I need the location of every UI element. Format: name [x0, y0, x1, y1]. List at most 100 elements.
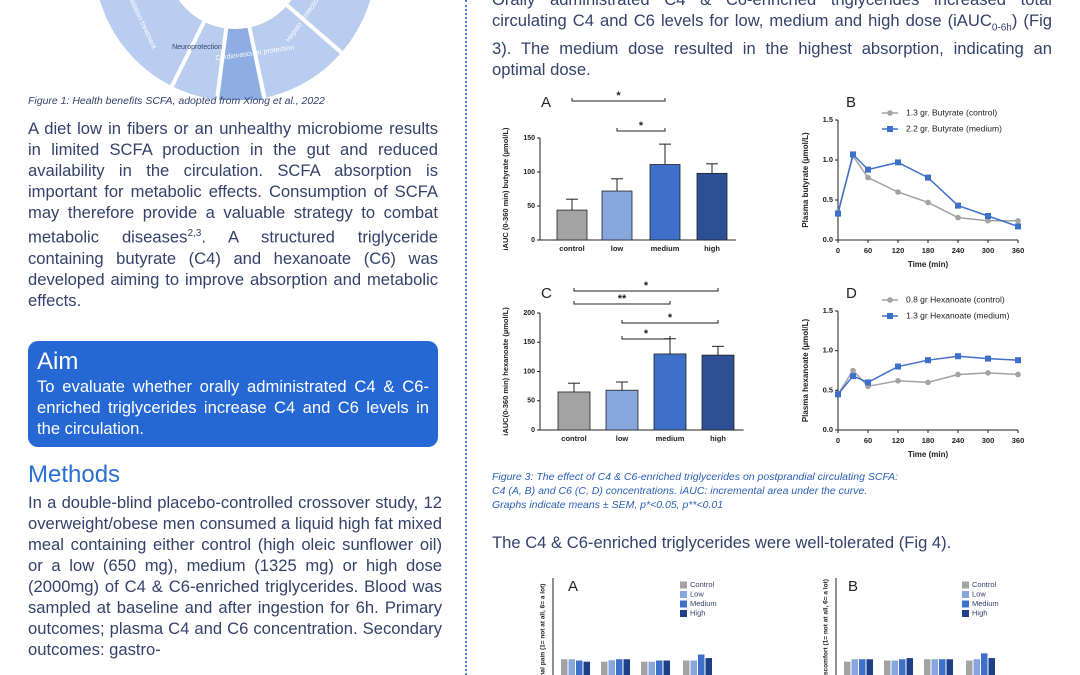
- marker: [835, 209, 841, 215]
- legend-marker: [887, 126, 893, 132]
- legend-label: High: [690, 608, 705, 617]
- legend-label: 0.8 gr Hexanoate (control): [906, 294, 1005, 304]
- significance-bracket: [616, 128, 666, 132]
- bar: [844, 661, 851, 675]
- x-tick-label: medium: [656, 434, 685, 443]
- bar: [616, 659, 623, 675]
- x-tick-label: low: [611, 244, 624, 253]
- x-tick-label: 120: [892, 436, 905, 445]
- marker: [835, 391, 841, 398]
- x-tick-label: 240: [952, 436, 965, 445]
- marker: [895, 363, 901, 370]
- significance-bracket: [621, 336, 671, 340]
- y-axis-label: iAUC (0-360 min) butyrate (µmol/L): [501, 127, 510, 251]
- marker: [865, 383, 871, 390]
- marker: [925, 174, 931, 181]
- bar: [966, 660, 973, 675]
- y-tick-label: 150: [523, 135, 535, 142]
- panel-label: B: [846, 94, 856, 111]
- legend-marker: [887, 313, 893, 319]
- series-line: [837, 154, 1018, 222]
- marker: [985, 370, 991, 376]
- marker: [955, 371, 961, 378]
- marker: [865, 166, 871, 173]
- marker: [865, 379, 871, 386]
- marker: [895, 159, 901, 166]
- bar: [939, 659, 946, 675]
- x-tick-label: 360: [1012, 436, 1025, 445]
- bar: [623, 659, 630, 675]
- marker: [985, 213, 991, 219]
- significance-label: *: [644, 328, 649, 340]
- bar: [641, 661, 648, 675]
- legend-swatch: [962, 610, 969, 617]
- panel-label: A: [568, 578, 578, 595]
- marker: [1015, 357, 1021, 364]
- bar: [557, 391, 591, 431]
- bar: [891, 660, 898, 675]
- panel-label: C: [541, 285, 552, 302]
- text: Orally administrated C4 & C6-enriched tr…: [492, 0, 1052, 30]
- intro-text: A diet low in fibers or an unhealthy mic…: [28, 118, 438, 311]
- marker: [1015, 371, 1021, 378]
- bar: [561, 659, 568, 675]
- bar: [656, 660, 663, 675]
- significance-bracket: [573, 301, 671, 305]
- bar: [605, 389, 639, 431]
- x-tick-label: high: [710, 434, 726, 443]
- bar: [608, 660, 615, 675]
- bar: [568, 659, 575, 675]
- x-tick-label: medium: [651, 244, 680, 253]
- legend-label: Low: [690, 589, 704, 598]
- y-axis-label: discomfort (1= not at all, 6= a lot): [823, 579, 830, 675]
- legend-swatch: [680, 591, 687, 598]
- y-tick-label: 0: [531, 427, 535, 434]
- superscript: 2,3: [187, 228, 202, 239]
- x-axis-label: Time (min): [908, 260, 949, 269]
- x-tick-label: 0: [836, 246, 840, 255]
- x-tick-label: 120: [892, 246, 905, 255]
- significance-label: *: [644, 280, 649, 292]
- y-tick-label: 0.0: [823, 235, 833, 244]
- x-axis-label: Time (min): [908, 450, 949, 459]
- aim-text: To evaluate whether orally administrated…: [37, 377, 429, 438]
- bar: [924, 659, 931, 675]
- bar: [683, 660, 690, 675]
- x-tick-label: 360: [1012, 246, 1025, 255]
- figure1-diagram: onsolidation treatment Neuroprotection C…: [99, 0, 371, 100]
- panel-label: B: [848, 578, 858, 595]
- marker: [955, 202, 961, 209]
- significance-label: *: [616, 90, 621, 102]
- x-tick-label: low: [616, 434, 629, 443]
- x-tick-label: 180: [922, 246, 935, 255]
- y-tick-label: 1.0: [823, 346, 833, 355]
- panel-label: A: [541, 94, 551, 111]
- marker: [835, 210, 841, 217]
- legend-label: 1.3 gr. Butyrate (control): [906, 107, 997, 117]
- bar: [884, 660, 891, 675]
- marker: [850, 373, 856, 380]
- divider: [465, 0, 467, 675]
- legend-label: 1.3 gr Hexanoate (medium): [906, 310, 1010, 320]
- series-line: [837, 369, 1019, 395]
- marker: [895, 378, 901, 384]
- bar: [973, 659, 980, 675]
- y-tick-label: 0: [531, 237, 535, 244]
- marker: [925, 379, 931, 386]
- legend-swatch: [962, 600, 969, 608]
- series-line: [837, 355, 1019, 395]
- legend-marker: [887, 297, 893, 303]
- marker: [955, 353, 961, 360]
- bar: [705, 658, 712, 675]
- bar: [648, 661, 655, 675]
- marker: [835, 391, 841, 398]
- marker: [865, 174, 871, 181]
- caption-line: Graphs indicate means ± SEM, p*<0.05, p*…: [492, 499, 724, 511]
- legend-swatch: [962, 591, 969, 598]
- methods-title: Methods: [28, 461, 121, 488]
- bar: [981, 653, 988, 675]
- legend-swatch: [962, 581, 969, 589]
- bar: [851, 659, 858, 675]
- bar: [859, 659, 866, 675]
